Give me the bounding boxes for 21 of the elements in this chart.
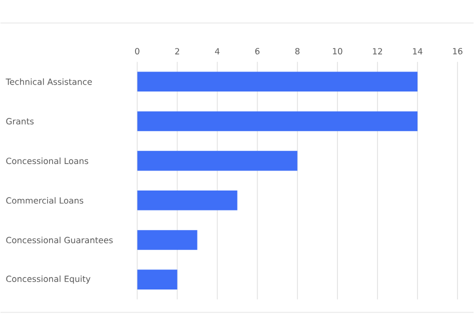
bar [137,270,178,290]
y-tick-label: Concessional Guarantees [6,236,113,244]
x-tick-label: 6 [255,48,260,54]
y-tick-label: Technical Assistance [6,78,92,85]
x-tick-label: 16 [453,48,462,54]
bar [137,72,418,92]
y-tick-label: Concessional Loans [6,157,88,164]
x-tick-label: 0 [135,48,140,54]
x-tick-label: 2 [175,48,180,54]
x-tick-label: 10 [332,48,342,54]
bar [137,150,298,171]
x-tick-label: 4 [215,48,220,54]
x-tick-label: 8 [295,48,300,54]
bar [137,230,198,250]
bar [137,111,418,131]
x-tick-label: 12 [373,48,382,54]
bar [137,190,238,210]
y-tick-label: Grants [6,118,34,124]
y-tick-label: Concessional Equity [6,275,90,284]
y-tick-label: Commercial Loans [6,196,84,204]
x-tick-label: 14 [413,48,422,54]
